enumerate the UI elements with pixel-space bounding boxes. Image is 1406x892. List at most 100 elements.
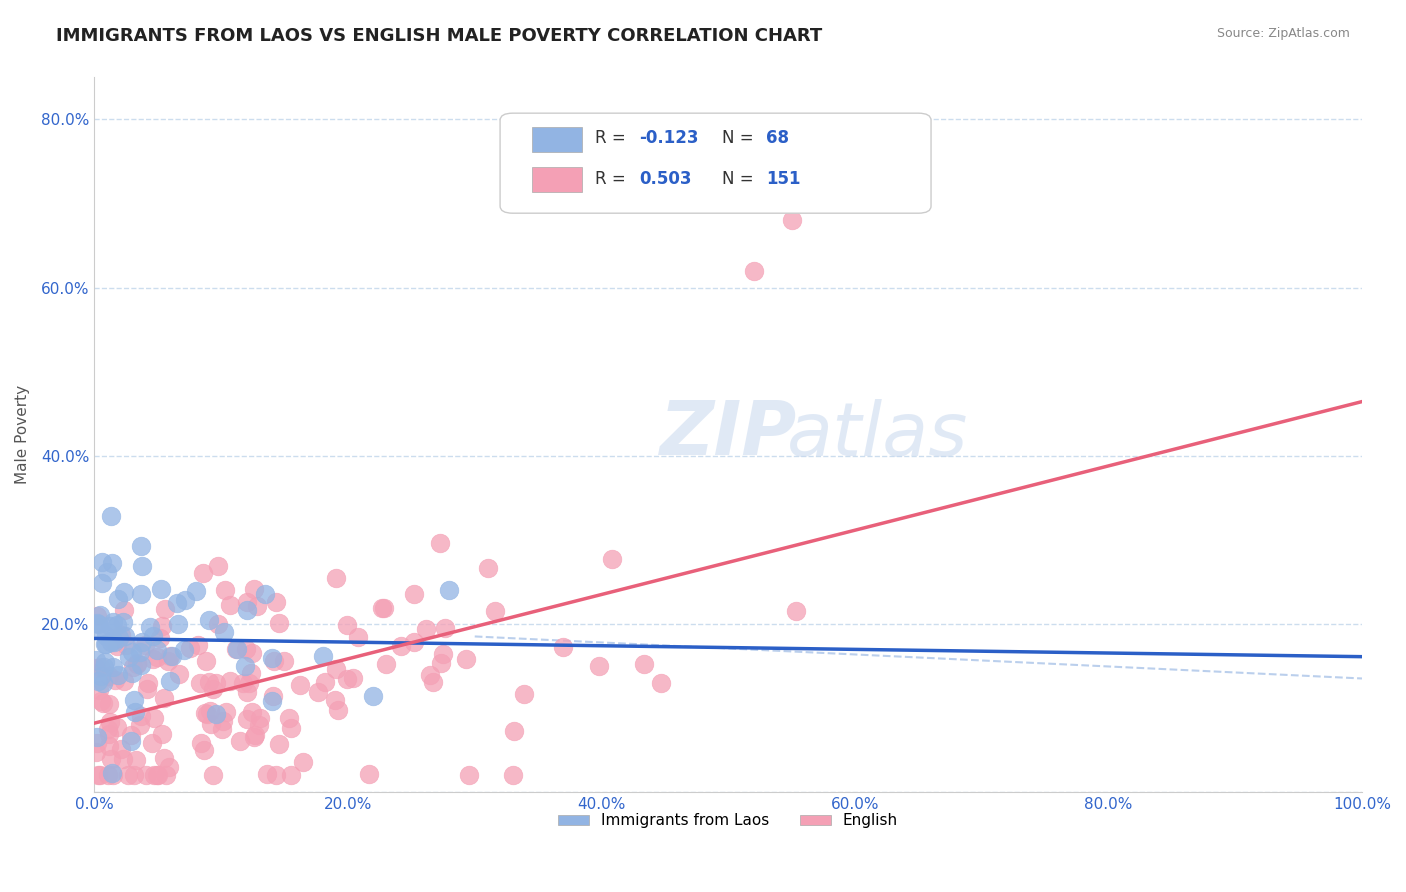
- Point: [249, 711, 271, 725]
- Point: [96, 566, 118, 580]
- Point: [142, 652, 165, 666]
- Point: [256, 767, 278, 781]
- Point: [236, 603, 259, 617]
- Point: [104, 673, 127, 687]
- Point: [235, 594, 257, 608]
- Point: [264, 595, 287, 609]
- Point: [233, 659, 256, 673]
- Text: 0.503: 0.503: [640, 169, 692, 188]
- Point: [502, 768, 524, 782]
- Point: [100, 751, 122, 765]
- Point: [101, 765, 124, 780]
- Point: [336, 617, 359, 632]
- Point: [167, 617, 190, 632]
- Point: [101, 660, 124, 674]
- Point: [117, 768, 139, 782]
- Point: [136, 676, 159, 690]
- Point: [311, 649, 333, 664]
- Point: [91, 676, 114, 690]
- Point: [87, 768, 110, 782]
- Point: [503, 723, 526, 738]
- Point: [112, 615, 135, 630]
- Point: [105, 720, 128, 734]
- Point: [307, 685, 329, 699]
- Point: [159, 649, 181, 664]
- Point: [131, 559, 153, 574]
- Point: [110, 628, 132, 642]
- Point: [219, 598, 242, 612]
- Point: [346, 630, 368, 644]
- Point: [98, 727, 121, 741]
- Point: [138, 620, 160, 634]
- Point: [422, 675, 444, 690]
- Point: [402, 586, 425, 600]
- Point: [280, 768, 302, 782]
- Legend: Immigrants from Laos, English: Immigrants from Laos, English: [553, 807, 904, 834]
- Point: [179, 641, 201, 656]
- Point: [238, 675, 260, 690]
- Text: N =: N =: [721, 169, 759, 188]
- Point: [402, 635, 425, 649]
- Point: [89, 768, 111, 782]
- Point: [112, 673, 135, 688]
- Point: [152, 619, 174, 633]
- Point: [166, 596, 188, 610]
- Point: [263, 654, 285, 668]
- Point: [219, 673, 242, 688]
- Point: [101, 615, 124, 630]
- Point: [89, 621, 111, 635]
- Point: [98, 669, 121, 683]
- Point: [371, 601, 394, 615]
- Point: [201, 681, 224, 696]
- Point: [97, 697, 120, 711]
- Point: [373, 601, 395, 615]
- Point: [86, 735, 108, 749]
- Point: [112, 584, 135, 599]
- Point: [87, 674, 110, 689]
- Point: [149, 632, 172, 646]
- Point: [243, 582, 266, 596]
- Point: [122, 692, 145, 706]
- Point: [93, 637, 115, 651]
- Point: [239, 665, 262, 680]
- Point: [120, 734, 142, 748]
- Point: [212, 624, 235, 639]
- Point: [254, 587, 277, 601]
- Point: [146, 643, 169, 657]
- Point: [195, 706, 218, 721]
- Point: [551, 640, 574, 655]
- Point: [146, 768, 169, 782]
- Point: [93, 660, 115, 674]
- Point: [456, 652, 478, 666]
- Point: [246, 599, 269, 614]
- Point: [262, 689, 284, 703]
- Point: [94, 637, 117, 651]
- Point: [86, 616, 108, 631]
- Point: [90, 694, 112, 708]
- Point: [90, 669, 112, 683]
- Point: [121, 666, 143, 681]
- Point: [247, 717, 270, 731]
- Point: [174, 592, 197, 607]
- Point: [84, 745, 107, 759]
- Point: [125, 656, 148, 670]
- Point: [89, 683, 111, 698]
- Point: [94, 655, 117, 669]
- Point: [198, 674, 221, 689]
- Point: [193, 742, 215, 756]
- Text: R =: R =: [595, 169, 631, 188]
- Point: [785, 604, 807, 618]
- Point: [129, 645, 152, 659]
- Point: [280, 721, 302, 735]
- Point: [141, 736, 163, 750]
- Text: 68: 68: [766, 129, 789, 147]
- Point: [150, 582, 173, 596]
- Point: [243, 731, 266, 745]
- Point: [128, 717, 150, 731]
- Point: [153, 751, 176, 765]
- Point: [236, 712, 259, 726]
- Point: [125, 657, 148, 672]
- Point: [91, 576, 114, 591]
- Point: [267, 737, 290, 751]
- Point: [84, 653, 107, 667]
